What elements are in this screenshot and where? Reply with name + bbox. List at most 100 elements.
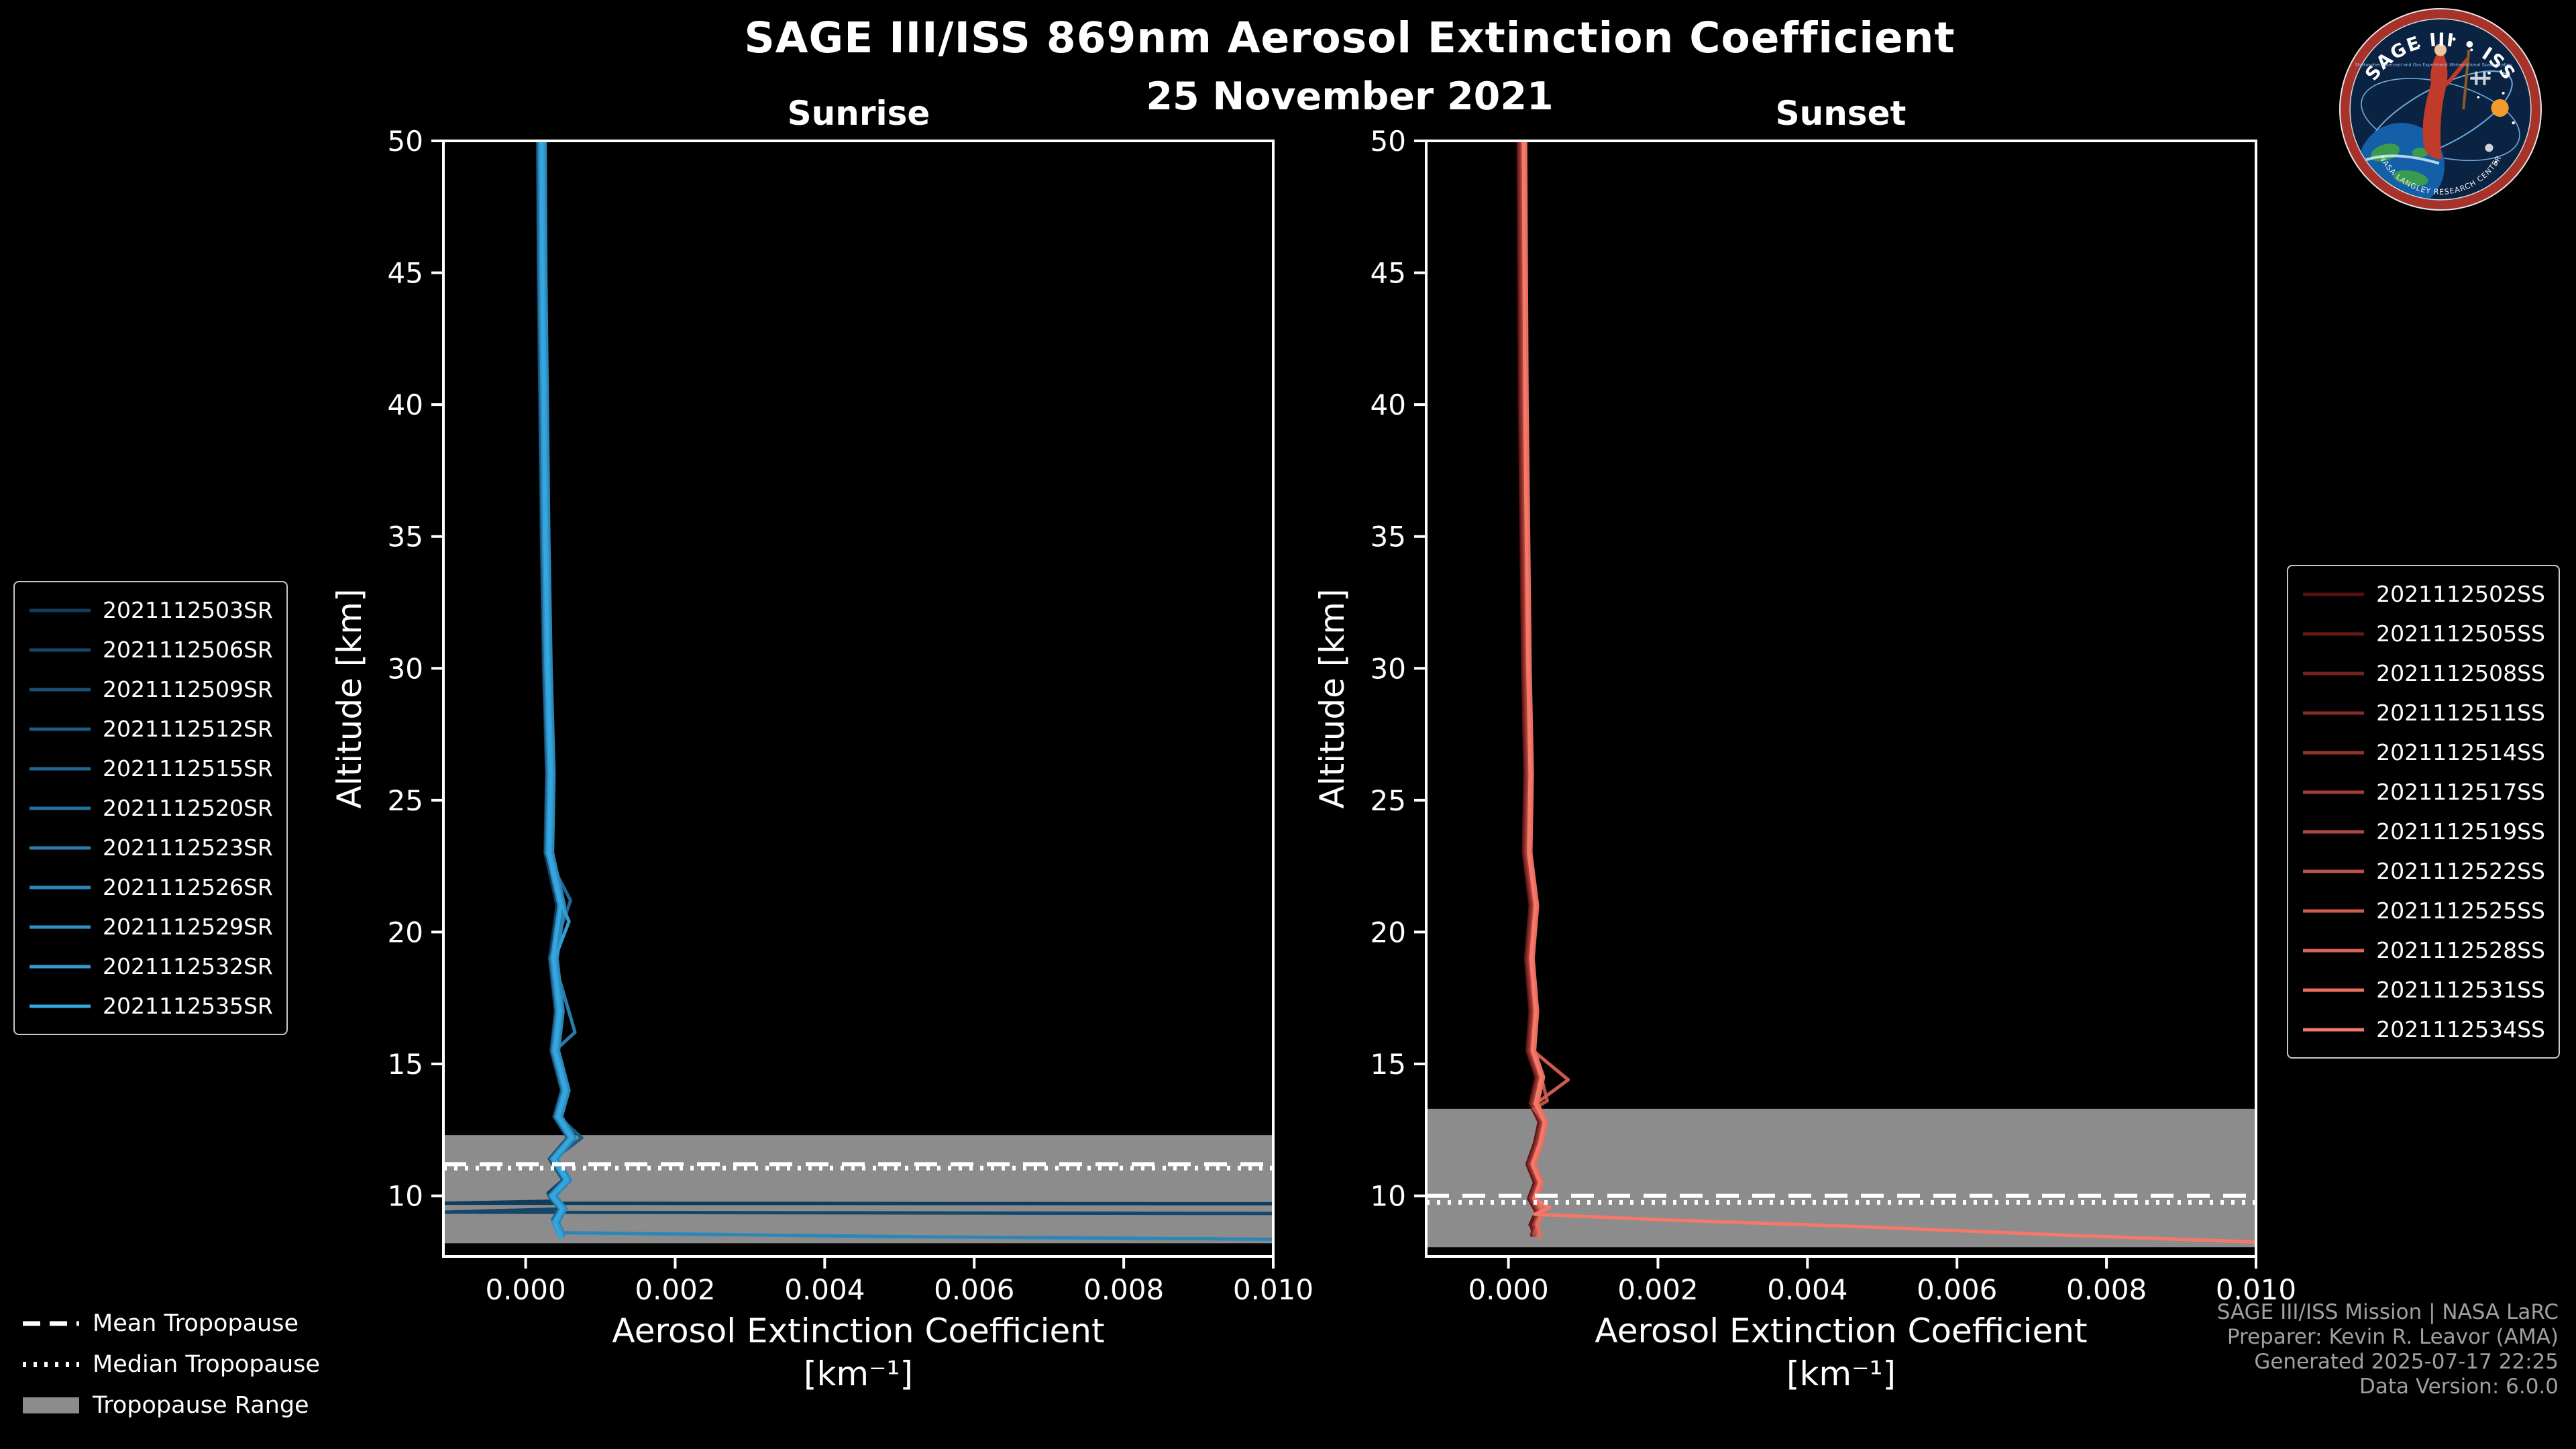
sunrise-plot: 0.000 0.002 0.004 0.006 0.008 0.010 10 15 20 25 30… (330, 125, 1313, 1393)
legend-label: 2021112525SS (2376, 898, 2545, 924)
legend-item: 2021112509SR (28, 669, 273, 709)
sunset-plot: 0.000 0.002 0.004 0.006 0.008 0.010 10 15 20 25 30… (1313, 125, 2296, 1393)
mean-tropopause-legend-item: Mean Tropopause (21, 1303, 320, 1344)
legend-item: 2021112534SS (2302, 1010, 2545, 1049)
y-tick-label: 30 (388, 652, 423, 685)
legend-label: 2021112517SS (2376, 779, 2545, 805)
x-tick-label: 0.008 (2066, 1273, 2147, 1306)
legend-line-sample (30, 806, 91, 810)
legend-line-sample (30, 1004, 91, 1008)
x-tick-label: 0.010 (2216, 1273, 2296, 1306)
median-tropopause-icon (23, 1361, 79, 1367)
x-axis-label: Aerosol Extinction Coefficient (1595, 1311, 2087, 1350)
legend-line-sample (30, 727, 91, 731)
legend-item: 2021112505SS (2302, 614, 2545, 653)
x-tick-label: 0.002 (1617, 1273, 1698, 1306)
legend-item: 2021112528SS (2302, 930, 2545, 970)
y-tick-label: 25 (1371, 784, 1406, 817)
planet-icon (2485, 144, 2493, 152)
legend-item: 2021112535SR (28, 986, 273, 1026)
header: SAGE III/ISS 869nm Aerosol Extinction Co… (443, 13, 2256, 119)
y-tick-label: 45 (388, 257, 423, 290)
mean-tropopause-label: Mean Tropopause (93, 1309, 299, 1337)
logo-subtitle-right: International Space Station (2453, 62, 2512, 68)
legend-label: 2021112522SS (2376, 858, 2545, 884)
legend-label: 2021112511SS (2376, 700, 2545, 726)
median-tropopause-legend-item: Median Tropopause (21, 1344, 320, 1385)
sage-iss-logo-graphic: SAGE III • ISS Stratospheric Aerosol and… (2339, 8, 2542, 211)
tropopause-range-legend-item: Tropopause Range (21, 1385, 320, 1426)
profile-line (539, 141, 574, 1240)
legend-line-sample (30, 925, 91, 928)
y-tick-label: 30 (1371, 652, 1406, 685)
page-date: 25 November 2021 (1146, 74, 1554, 119)
legend-item: 2021112531SS (2302, 970, 2545, 1010)
legend-line-sample (30, 885, 91, 889)
y-axis-label: Altitude [km] (1313, 589, 1352, 809)
legend-line-sample (2303, 790, 2365, 794)
credits: SAGE III/ISS Mission | NASA LaRC Prepare… (2217, 1300, 2559, 1399)
legend-line-sample (2303, 632, 2365, 635)
legend-label: 2021112528SS (2376, 937, 2545, 963)
legend-label: 2021112535SR (103, 993, 273, 1019)
legend-line-sample (2303, 988, 2365, 991)
x-tick-label: 0.004 (1767, 1273, 1847, 1306)
y-tick-label: 10 (1371, 1180, 1406, 1213)
x-tick-label: 0.006 (1917, 1273, 1997, 1306)
x-tick-label: 0.000 (485, 1273, 566, 1306)
logo-subtitle-left: Stratospheric Aerosol and Gas Experiment… (2355, 62, 2453, 68)
legend-item: 2021112519SS (2302, 812, 2545, 851)
legend-item: 2021112523SR (28, 828, 273, 867)
legend-line-sample (2303, 830, 2365, 833)
legend-line-sample (2303, 751, 2365, 754)
iss-icon (2470, 71, 2491, 85)
y-tick-label: 15 (1371, 1048, 1406, 1081)
legend-item: 2021112514SS (2302, 733, 2545, 772)
legend-line-sample (30, 767, 91, 770)
y-tick-label: 20 (1371, 916, 1406, 949)
profile-line (1521, 141, 2256, 1244)
legend-line-sample (2303, 711, 2365, 714)
x-axis-label: Aerosol Extinction Coefficient (612, 1311, 1104, 1350)
y-tick-label: 50 (388, 125, 423, 158)
legend-line-sample (30, 648, 91, 651)
legend-item: 2021112525SS (2302, 891, 2545, 930)
legend-item: 2021112532SR (28, 947, 273, 986)
profile-line (443, 141, 1273, 1205)
legend-line-sample (30, 688, 91, 691)
profile-line (1523, 141, 1548, 1240)
sunset-panel-title: Sunset (1775, 94, 1907, 133)
legend-line-sample (30, 608, 91, 612)
profile-line (543, 141, 1273, 1241)
sun-icon (2491, 99, 2509, 117)
legend-item: 2021112522SS (2302, 851, 2545, 891)
legend-item: 2021112503SR (28, 590, 273, 630)
y-tick-label: 45 (1371, 257, 1406, 290)
y-tick-label: 40 (388, 388, 423, 421)
plot-border (442, 140, 1275, 1258)
y-tick-label: 20 (388, 916, 423, 949)
legend-line-sample (2303, 869, 2365, 873)
legend-label: 2021112509SR (103, 676, 273, 702)
tropopause-range-label: Tropopause Range (93, 1391, 309, 1419)
legend-label: 2021112502SS (2376, 581, 2545, 607)
x-tick-label: 0.008 (1083, 1273, 1164, 1306)
median-tropopause-label: Median Tropopause (93, 1350, 320, 1378)
credit-line: Data Version: 6.0.0 (2359, 1375, 2559, 1399)
legend-item: 2021112526SR (28, 867, 273, 907)
legend-label: 2021112523SR (103, 835, 273, 861)
legend-label: 2021112519SS (2376, 818, 2545, 845)
y-tick-label: 35 (1371, 521, 1406, 553)
legend-label: 2021112534SS (2376, 1016, 2545, 1042)
legend-line-sample (2303, 1028, 2365, 1031)
legend-item: 2021112512SR (28, 709, 273, 749)
y-tick-label: 15 (388, 1048, 423, 1081)
sunrise-panel-title: Sunrise (787, 94, 930, 133)
y-tick-label: 10 (388, 1180, 423, 1213)
x-axis-units: [km⁻¹] (1786, 1354, 1896, 1393)
legend-line-sample (30, 846, 91, 849)
legend-label: 2021112531SS (2376, 977, 2545, 1003)
credit-line: Generated 2025-07-17 22:25 (2254, 1350, 2559, 1374)
sage-iss-logo: SAGE III • ISS Stratospheric Aerosol and… (2339, 8, 2542, 211)
legend-line-sample (2303, 672, 2365, 675)
